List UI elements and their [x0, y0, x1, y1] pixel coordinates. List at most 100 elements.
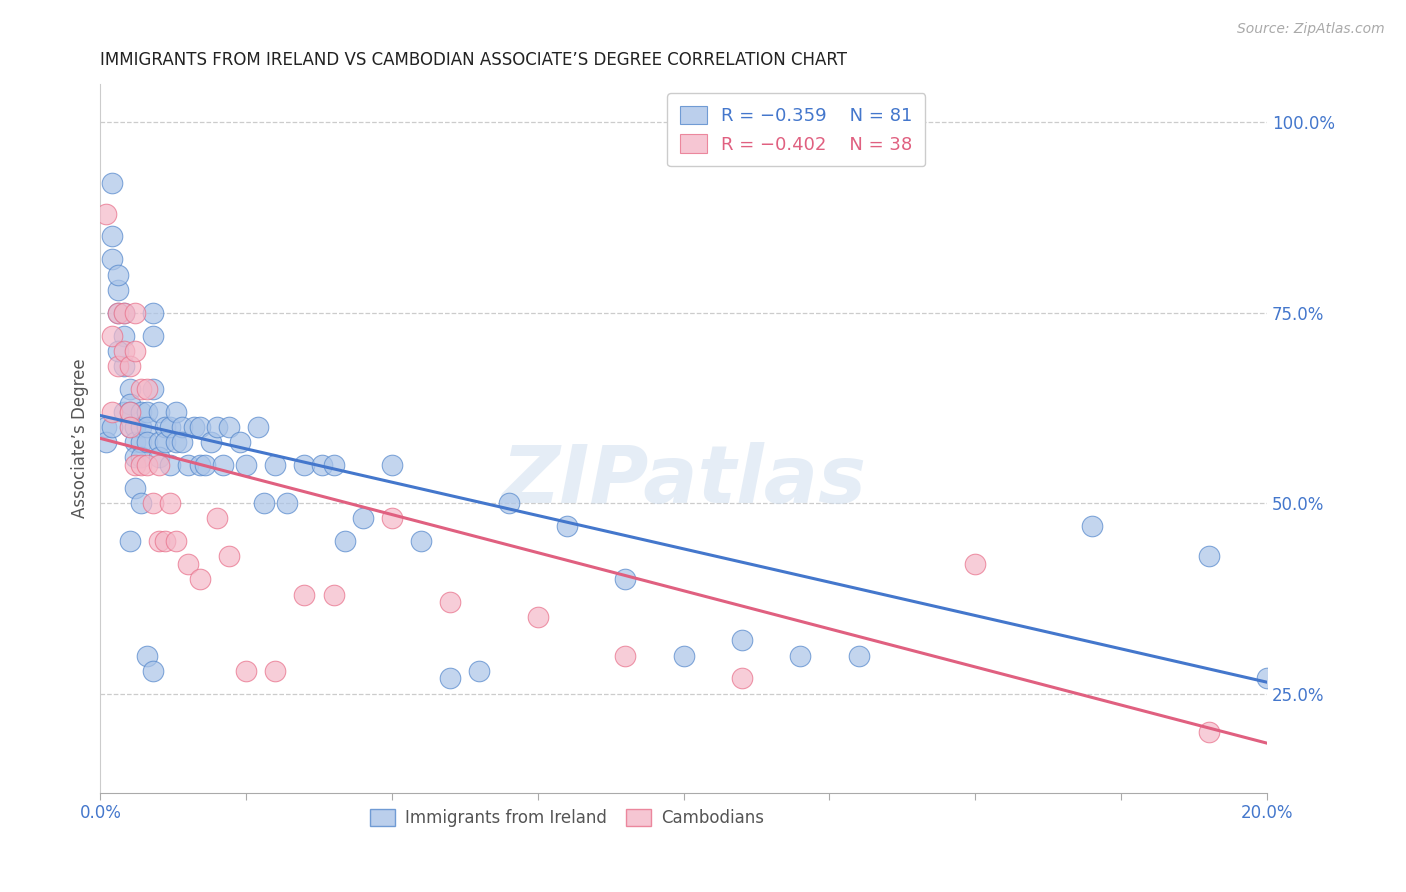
- Point: [183, 420, 205, 434]
- Point: [124, 481, 146, 495]
- Point: [101, 420, 124, 434]
- Point: [101, 176, 124, 190]
- Point: [614, 572, 637, 586]
- Point: [142, 328, 165, 343]
- Point: [264, 458, 287, 472]
- Point: [1198, 549, 1220, 564]
- Point: [170, 420, 193, 434]
- Point: [194, 458, 217, 472]
- Point: [136, 648, 159, 663]
- Point: [136, 405, 159, 419]
- Point: [142, 306, 165, 320]
- Point: [129, 435, 152, 450]
- Text: ZIPatlas: ZIPatlas: [501, 442, 866, 520]
- Point: [205, 511, 228, 525]
- Point: [101, 252, 124, 267]
- Point: [148, 450, 170, 465]
- Point: [118, 382, 141, 396]
- Point: [112, 328, 135, 343]
- Point: [129, 420, 152, 434]
- Point: [246, 420, 269, 434]
- Point: [322, 458, 344, 472]
- Point: [129, 382, 152, 396]
- Point: [188, 420, 211, 434]
- Point: [352, 511, 374, 525]
- Point: [439, 595, 461, 609]
- Point: [527, 610, 550, 624]
- Point: [107, 306, 129, 320]
- Point: [124, 420, 146, 434]
- Point: [498, 496, 520, 510]
- Point: [205, 420, 228, 434]
- Point: [112, 405, 135, 419]
- Point: [107, 359, 129, 373]
- Point: [229, 435, 252, 450]
- Point: [1198, 724, 1220, 739]
- Point: [177, 458, 200, 472]
- Point: [124, 435, 146, 450]
- Point: [124, 450, 146, 465]
- Point: [112, 306, 135, 320]
- Point: [118, 420, 141, 434]
- Point: [118, 420, 141, 434]
- Y-axis label: Associate’s Degree: Associate’s Degree: [72, 359, 89, 518]
- Point: [468, 664, 491, 678]
- Point: [335, 534, 357, 549]
- Point: [96, 420, 118, 434]
- Point: [118, 397, 141, 411]
- Point: [112, 306, 135, 320]
- Point: [142, 664, 165, 678]
- Point: [731, 672, 754, 686]
- Point: [411, 534, 433, 549]
- Point: [322, 588, 344, 602]
- Point: [148, 405, 170, 419]
- Point: [153, 435, 176, 450]
- Point: [118, 534, 141, 549]
- Point: [148, 435, 170, 450]
- Point: [159, 420, 181, 434]
- Point: [142, 382, 165, 396]
- Point: [381, 511, 404, 525]
- Point: [118, 405, 141, 419]
- Point: [96, 435, 118, 450]
- Point: [124, 306, 146, 320]
- Point: [107, 283, 129, 297]
- Point: [118, 359, 141, 373]
- Point: [159, 496, 181, 510]
- Point: [311, 458, 333, 472]
- Point: [1256, 672, 1278, 686]
- Point: [965, 557, 987, 571]
- Point: [148, 458, 170, 472]
- Point: [165, 534, 187, 549]
- Point: [789, 648, 811, 663]
- Point: [107, 268, 129, 282]
- Point: [200, 435, 222, 450]
- Point: [555, 519, 578, 533]
- Point: [136, 435, 159, 450]
- Legend: Immigrants from Ireland, Cambodians: Immigrants from Ireland, Cambodians: [363, 803, 770, 834]
- Point: [731, 633, 754, 648]
- Point: [136, 420, 159, 434]
- Point: [218, 549, 240, 564]
- Point: [96, 207, 118, 221]
- Point: [153, 534, 176, 549]
- Point: [188, 458, 211, 472]
- Point: [107, 306, 129, 320]
- Point: [165, 435, 187, 450]
- Point: [129, 450, 152, 465]
- Point: [101, 405, 124, 419]
- Point: [218, 420, 240, 434]
- Point: [177, 557, 200, 571]
- Point: [118, 405, 141, 419]
- Point: [294, 458, 316, 472]
- Point: [107, 343, 129, 358]
- Point: [124, 458, 146, 472]
- Point: [148, 534, 170, 549]
- Text: IMMIGRANTS FROM IRELAND VS CAMBODIAN ASSOCIATE’S DEGREE CORRELATION CHART: IMMIGRANTS FROM IRELAND VS CAMBODIAN ASS…: [100, 51, 848, 69]
- Point: [614, 648, 637, 663]
- Point: [672, 648, 695, 663]
- Point: [276, 496, 298, 510]
- Text: Source: ZipAtlas.com: Source: ZipAtlas.com: [1237, 22, 1385, 37]
- Point: [381, 458, 404, 472]
- Point: [112, 343, 135, 358]
